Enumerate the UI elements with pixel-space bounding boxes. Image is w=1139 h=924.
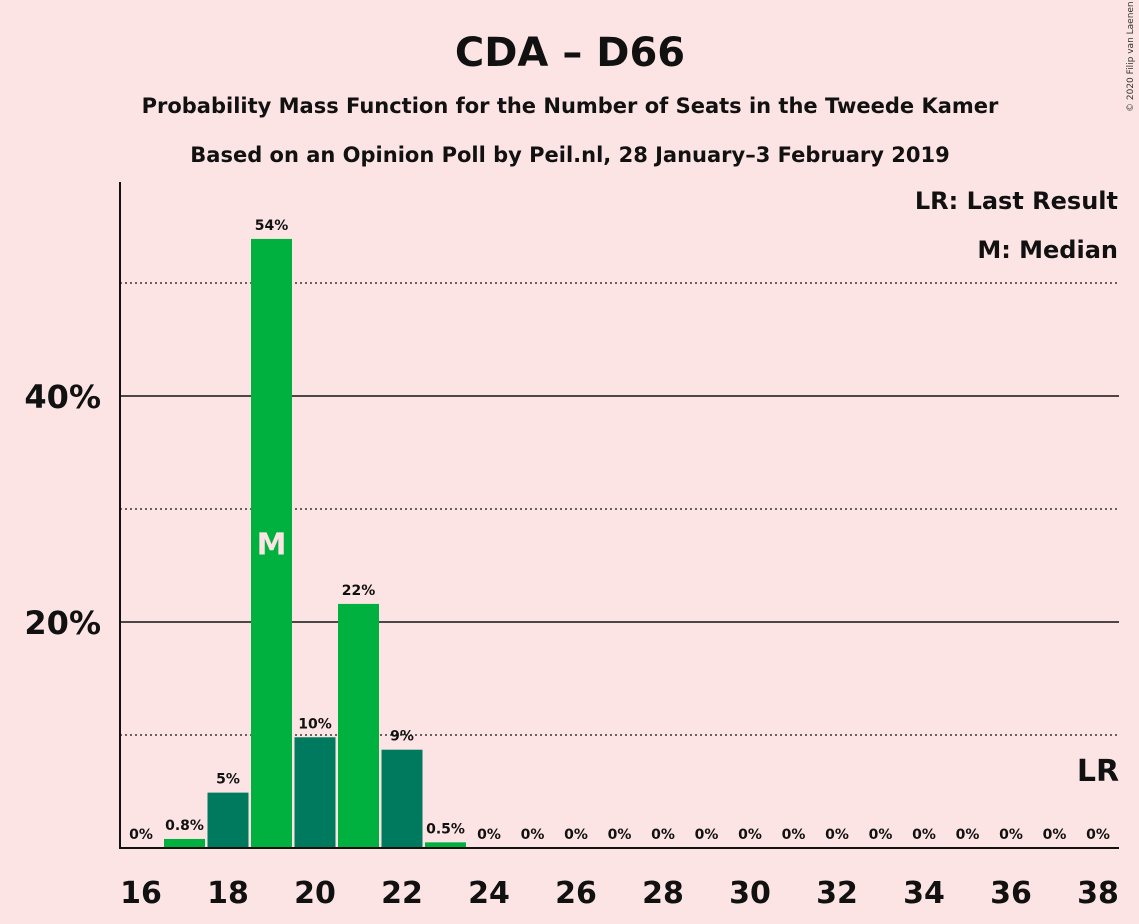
x-tick-label: 16 — [120, 876, 162, 911]
chart-subtitle-poll: Based on an Opinion Poll by Peil.nl, 28 … — [190, 143, 949, 167]
x-tick-labels: 16 18 20 22 24 26 28 30 32 34 36 38 — [120, 876, 1119, 911]
x-tick-label: 22 — [381, 876, 423, 911]
data-label-seat-26: 0% — [564, 827, 588, 843]
data-label-seat-23: 0.5% — [426, 821, 465, 837]
x-tick-label: 34 — [903, 876, 945, 911]
data-label-seat-29: 0% — [695, 827, 719, 843]
bar-seat-20 — [294, 737, 336, 848]
data-label-seat-36: 0% — [999, 827, 1023, 843]
data-label-seat-35: 0% — [956, 827, 980, 843]
copyright-text: © 2020 Filip van Laenen — [1126, 1, 1136, 112]
data-label-seat-18: 5% — [216, 772, 240, 788]
bar-seat-19 — [251, 238, 292, 848]
y-tick-label-bg — [20, 376, 110, 416]
x-tick-label: 32 — [816, 876, 858, 911]
data-label-seat-33: 0% — [869, 827, 893, 843]
data-labels: 0% 0.8% 5% 54% 10% 22% 9% 0.5% 0% 0% 0% 0% 0% 0% 0% 0% 0… — [129, 218, 1110, 843]
data-label-seat-24: 0% — [477, 827, 501, 843]
data-label-seat-19: 54% — [255, 218, 289, 234]
legend-last-result: LR: Last Result — [915, 187, 1118, 215]
last-result-marker: LR — [1077, 754, 1119, 789]
data-label-seat-16: 0% — [129, 827, 153, 843]
bar-seat-21 — [338, 603, 379, 848]
bar-seat-17 — [164, 838, 205, 848]
y-tick-label-bg — [20, 602, 110, 642]
x-tick-label: 26 — [555, 876, 597, 911]
x-tick-label: 30 — [729, 876, 771, 911]
data-label-seat-27: 0% — [608, 827, 632, 843]
x-tick-label: 24 — [468, 876, 510, 911]
x-tick-label: 36 — [990, 876, 1032, 911]
data-label-seat-22: 9% — [390, 729, 414, 745]
data-label-seat-30: 0% — [738, 827, 762, 843]
x-tick-label: 18 — [207, 876, 249, 911]
data-label-seat-32: 0% — [825, 827, 849, 843]
data-label-seat-25: 0% — [521, 827, 545, 843]
x-tick-label: 38 — [1077, 876, 1119, 911]
y-tick-labels: 20% 40% — [20, 376, 110, 642]
data-label-seat-21: 22% — [342, 583, 376, 599]
x-tick-label: 20 — [294, 876, 336, 911]
data-label-seat-31: 0% — [782, 827, 806, 843]
data-label-seat-34: 0% — [912, 827, 936, 843]
legend-median: M: Median — [977, 236, 1118, 264]
chart-subtitle: Probability Mass Function for the Number… — [142, 94, 999, 118]
bars — [164, 238, 466, 848]
y-tick-label: 40% — [24, 378, 101, 416]
y-tick-label: 20% — [24, 604, 101, 642]
data-label-seat-38: 0% — [1086, 827, 1110, 843]
chart-title: CDA – D66 — [455, 30, 685, 76]
bar-seat-22 — [381, 749, 423, 848]
median-marker: M — [257, 527, 287, 562]
data-label-seat-37: 0% — [1043, 827, 1067, 843]
data-label-seat-28: 0% — [651, 827, 675, 843]
bar-seat-23 — [425, 842, 466, 848]
x-tick-label: 28 — [642, 876, 684, 911]
data-label-seat-20: 10% — [298, 716, 332, 732]
data-label-seat-17: 0.8% — [165, 818, 204, 834]
bar-seat-18 — [207, 792, 249, 848]
